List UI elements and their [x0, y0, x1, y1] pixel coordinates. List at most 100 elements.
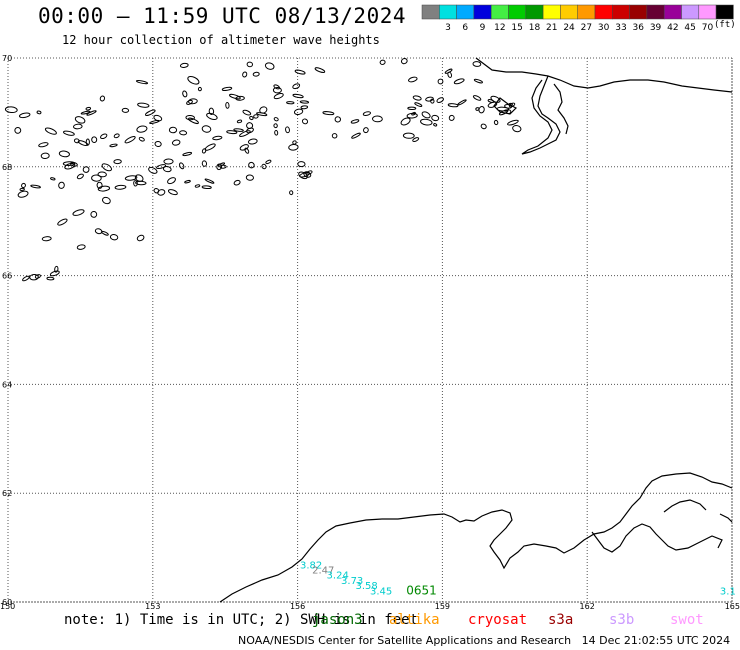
- map-frame: [7, 57, 733, 603]
- legend-tick-label: 45: [684, 23, 695, 33]
- ice-floe: [334, 116, 341, 123]
- ice-floe: [286, 101, 295, 105]
- satellite-label-s3a: s3a: [548, 612, 574, 628]
- north-coastline: [475, 57, 733, 93]
- ice-floe: [17, 190, 29, 198]
- ice-floe: [448, 114, 455, 121]
- ice-floe: [101, 230, 109, 236]
- ice-floe: [256, 112, 268, 117]
- ice-floe: [40, 152, 50, 160]
- legend-tick-label: 18: [529, 23, 541, 33]
- ice-floe: [412, 137, 420, 143]
- legend-swatch: [439, 4, 457, 20]
- longitude-label: 162: [580, 602, 595, 611]
- ice-floe: [184, 179, 191, 184]
- ice-floe: [19, 187, 25, 191]
- longitude-label: 150: [0, 602, 15, 611]
- ice-floe: [274, 130, 279, 136]
- ice-floe: [246, 61, 253, 68]
- ice-floe: [201, 185, 212, 190]
- ice-floe: [473, 78, 483, 84]
- ice-floe: [225, 102, 230, 109]
- wave-height-label: 3.1: [720, 586, 736, 597]
- ice-floe: [288, 143, 299, 151]
- legend-tick-label: 39: [650, 23, 662, 33]
- wave-height-label: 0651: [406, 583, 437, 597]
- ice-floe: [100, 133, 108, 140]
- ice-floe: [182, 90, 188, 98]
- ice-floe: [259, 106, 268, 114]
- ice-floe: [233, 179, 241, 186]
- ice-floe: [273, 84, 281, 90]
- coastline: [219, 57, 733, 603]
- ice-floe: [82, 166, 90, 173]
- ice-floe: [217, 162, 226, 167]
- ice-floe: [136, 234, 145, 242]
- ice-floe: [493, 119, 499, 126]
- ice-floe: [185, 114, 195, 121]
- longitude-label: 159: [435, 602, 450, 611]
- ice-floe: [76, 173, 84, 180]
- ice-floe: [411, 111, 416, 116]
- page-title: 00:00 – 11:59 UTC 08/13/2024: [38, 4, 407, 28]
- legend-swatch: [681, 4, 700, 20]
- page-subtitle: 12 hour collection of altimeter wave hei…: [62, 33, 380, 47]
- ice-floe: [4, 106, 18, 114]
- ice-floe: [512, 125, 522, 133]
- ice-floe: [362, 111, 372, 116]
- legend-tick-label: 33: [615, 23, 626, 33]
- legend-swatch: [542, 4, 561, 20]
- ice-floe: [252, 71, 260, 77]
- ice-floe: [134, 174, 144, 182]
- ice-floe: [102, 196, 111, 205]
- legend-swatch: [508, 4, 527, 20]
- ice-floe: [508, 102, 516, 108]
- ice-floe: [156, 164, 167, 170]
- ice-floe: [21, 182, 26, 189]
- legend-tick-label: 42: [667, 23, 678, 33]
- satellite-label-s3b: s3b: [609, 612, 635, 628]
- ice-floe: [412, 95, 422, 101]
- coastline-fragment: [663, 499, 707, 513]
- ice-floe: [350, 119, 360, 124]
- ice-floe: [253, 114, 259, 119]
- ice-floe: [400, 58, 408, 65]
- ice-floe: [41, 236, 52, 242]
- coastline-fragment: [719, 513, 733, 523]
- ice-floe: [379, 59, 386, 65]
- ice-floe: [433, 123, 438, 127]
- latitude-label: 64: [2, 380, 12, 389]
- ice-floe: [201, 160, 208, 167]
- legend-swatch: [577, 4, 596, 20]
- ice-floe: [182, 151, 193, 157]
- ice-floe: [472, 61, 482, 67]
- ice-floe: [97, 171, 107, 178]
- ice-floe: [157, 189, 166, 196]
- ice-floe: [109, 234, 119, 241]
- ice-floe: [221, 86, 233, 91]
- ice-floe: [289, 190, 294, 196]
- ice-floe: [149, 119, 160, 124]
- satellite-label-swot: swot: [670, 612, 704, 628]
- legend-tick-label: 3: [445, 23, 451, 33]
- ice-floe: [261, 163, 267, 170]
- footer-note: note: 1) Time is in UTC; 2) SWH is in fe…: [64, 612, 419, 628]
- bay-coastline: [591, 523, 723, 553]
- legend-tick-label: 21: [546, 23, 557, 33]
- ice-floe: [204, 178, 215, 184]
- ice-floe: [372, 115, 383, 123]
- ice-floe: [402, 132, 415, 139]
- ice-floe: [171, 139, 181, 146]
- legend-swatch: [698, 4, 717, 20]
- ice-floe: [244, 147, 250, 154]
- legend-tick-label: 27: [581, 23, 592, 33]
- latitude-label: 68: [2, 163, 12, 172]
- ice-floe: [154, 140, 162, 148]
- ice-floe: [167, 177, 176, 185]
- ice-floe: [297, 161, 306, 168]
- ice-floe: [351, 132, 361, 139]
- ice-floe: [246, 122, 254, 130]
- legend-tick-label: 12: [494, 23, 505, 33]
